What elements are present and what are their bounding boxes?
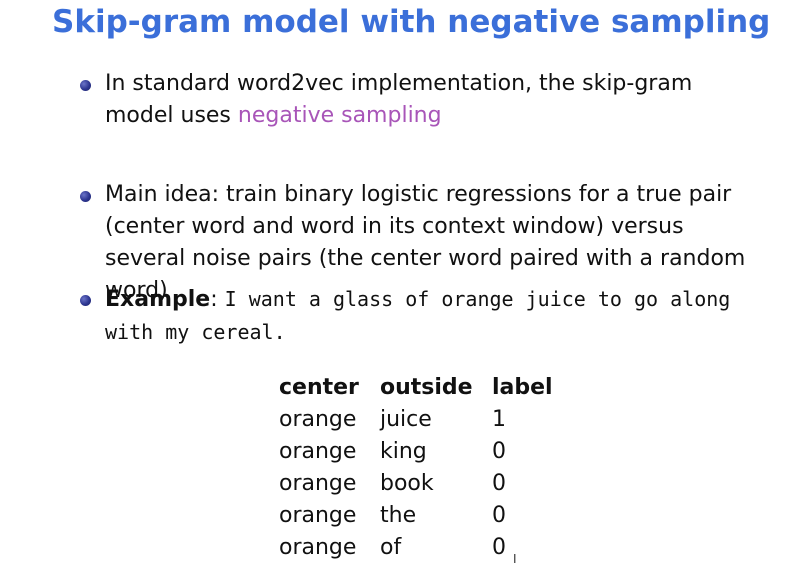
table-row: orange book 0 bbox=[279, 468, 579, 500]
cell-outside: of bbox=[380, 535, 402, 560]
header-outside: outside bbox=[380, 375, 473, 400]
cell-center: orange bbox=[279, 535, 357, 560]
cell-outside: book bbox=[380, 471, 434, 496]
cell-label: 0 bbox=[492, 439, 506, 464]
highlight-negative-sampling: negative sampling bbox=[237, 103, 442, 128]
bullet-text: In standard word2vec implementation, the… bbox=[105, 68, 765, 132]
example-sentence: I want a glass of orange juice to go alo… bbox=[105, 287, 731, 344]
table-row: orange the 0 bbox=[279, 500, 579, 532]
cell-center: orange bbox=[279, 503, 357, 528]
bullet-dot-icon bbox=[80, 295, 91, 306]
example-label: Example bbox=[105, 287, 211, 312]
bullet-dot-icon bbox=[80, 191, 91, 202]
table-row: orange king 0 bbox=[279, 436, 579, 468]
bullet-dot-icon bbox=[80, 80, 91, 91]
cell-label: 0 bbox=[492, 503, 506, 528]
cell-outside: king bbox=[380, 439, 427, 464]
header-center: center bbox=[279, 375, 359, 400]
text-cursor-icon: I bbox=[513, 552, 517, 566]
slide-title: Skip-gram model with negative sampling bbox=[52, 4, 771, 40]
header-label: label bbox=[492, 375, 553, 400]
cell-outside: juice bbox=[380, 407, 432, 432]
cell-label: 0 bbox=[492, 535, 506, 560]
bullet-text-main: In standard word2vec implementation, the… bbox=[105, 71, 693, 128]
cell-label: 0 bbox=[492, 471, 506, 496]
cell-outside: the bbox=[380, 503, 417, 528]
bullet-text: Main idea: train binary logistic regress… bbox=[105, 182, 746, 303]
sample-table: center outside label orange juice 1 oran… bbox=[279, 372, 579, 564]
example-separator: : bbox=[210, 287, 225, 312]
bullet-text: Example: I want a glass of orange juice … bbox=[105, 283, 765, 349]
cell-center: orange bbox=[279, 471, 357, 496]
cell-center: orange bbox=[279, 407, 357, 432]
table-header-row: center outside label bbox=[279, 372, 579, 404]
cell-label: 1 bbox=[492, 407, 506, 432]
cell-center: orange bbox=[279, 439, 357, 464]
table-row: orange of 0 bbox=[279, 532, 579, 564]
table-row: orange juice 1 bbox=[279, 404, 579, 436]
